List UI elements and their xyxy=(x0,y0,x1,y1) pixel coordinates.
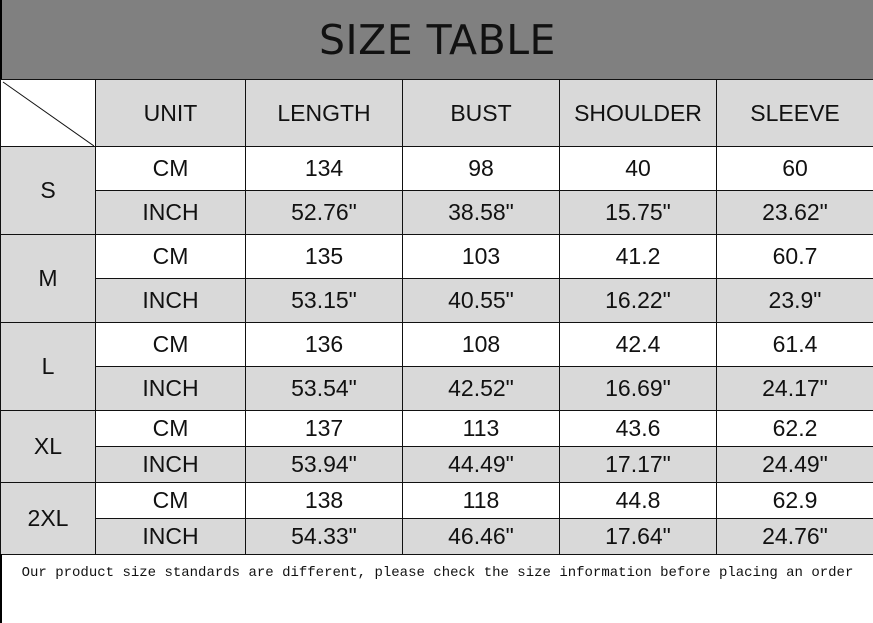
value-cell: 52.76" xyxy=(245,190,403,235)
unit-cell: INCH xyxy=(95,190,246,235)
value-cell: 61.4 xyxy=(716,322,873,367)
value-cell: 135 xyxy=(245,234,403,279)
value-cell: 98 xyxy=(402,146,560,191)
header-sleeve: SLEEVE xyxy=(716,79,873,147)
value-cell: 134 xyxy=(245,146,403,191)
value-cell: 118 xyxy=(402,482,560,519)
page-title: SIZE TABLE xyxy=(0,0,873,79)
value-cell: 103 xyxy=(402,234,560,279)
header-row: UNIT LENGTH BUST SHOULDER SLEEVE xyxy=(0,79,873,147)
value-cell: 16.22" xyxy=(559,278,717,323)
value-cell: 42.4 xyxy=(559,322,717,367)
unit-cell: INCH xyxy=(95,446,246,483)
corner-cell xyxy=(0,79,96,147)
unit-cell: INCH xyxy=(95,278,246,323)
size-label: 2XL xyxy=(0,482,96,555)
value-cell: 24.76" xyxy=(716,518,873,555)
value-cell: 108 xyxy=(402,322,560,367)
value-cell: 40.55" xyxy=(402,278,560,323)
size-table: UNIT LENGTH BUST SHOULDER SLEEVE S CM 134 9… xyxy=(0,79,873,555)
value-cell: 53.94" xyxy=(245,446,403,483)
table-row: 2XL CM 138 118 44.8 62.9 xyxy=(0,482,873,555)
diagonal-line xyxy=(2,81,94,146)
value-cell: 17.64" xyxy=(559,518,717,555)
size-label: XL xyxy=(0,410,96,483)
value-cell: 24.17" xyxy=(716,366,873,411)
table-row: S CM 134 98 40 60 xyxy=(0,146,873,235)
value-cell: 54.33" xyxy=(245,518,403,555)
value-cell: 136 xyxy=(245,322,403,367)
table-row: INCH 53.54" 42.52" 16.69" 24.17" xyxy=(1,366,873,411)
value-cell: 42.52" xyxy=(402,366,560,411)
table-row: INCH 53.94" 44.49" 17.17" 24.49" xyxy=(1,446,873,483)
value-cell: 16.69" xyxy=(559,366,717,411)
unit-cell: INCH xyxy=(95,366,246,411)
header-length: LENGTH xyxy=(245,79,403,147)
table-row: XL CM 137 113 43.6 62.2 xyxy=(0,410,873,483)
value-cell: 44.8 xyxy=(559,482,717,519)
value-cell: 53.54" xyxy=(245,366,403,411)
value-cell: 23.62" xyxy=(716,190,873,235)
size-label: M xyxy=(0,234,96,323)
header-unit: UNIT xyxy=(95,79,246,147)
table-row: M CM 135 103 41.2 60.7 xyxy=(0,234,873,323)
value-cell: 38.58" xyxy=(402,190,560,235)
value-cell: 17.17" xyxy=(559,446,717,483)
unit-cell: CM xyxy=(95,146,246,191)
value-cell: 40 xyxy=(559,146,717,191)
value-cell: 24.49" xyxy=(716,446,873,483)
header-shoulder: SHOULDER xyxy=(559,79,717,147)
value-cell: 44.49" xyxy=(402,446,560,483)
unit-cell: CM xyxy=(95,482,246,519)
value-cell: 138 xyxy=(245,482,403,519)
table-row: INCH 54.33" 46.46" 17.64" 24.76" xyxy=(1,518,873,555)
unit-cell: INCH xyxy=(95,518,246,555)
value-cell: 15.75" xyxy=(559,190,717,235)
value-cell: 113 xyxy=(402,410,560,447)
size-label: S xyxy=(0,146,96,235)
footer-note: Our product size standards are different… xyxy=(0,554,873,623)
size-label: L xyxy=(0,322,96,411)
header-bust: BUST xyxy=(402,79,560,147)
value-cell: 60 xyxy=(716,146,873,191)
value-cell: 41.2 xyxy=(559,234,717,279)
unit-cell: CM xyxy=(95,410,246,447)
value-cell: 46.46" xyxy=(402,518,560,555)
value-cell: 23.9" xyxy=(716,278,873,323)
table-row: INCH 53.15" 40.55" 16.22" 23.9" xyxy=(1,278,873,323)
value-cell: 62.2 xyxy=(716,410,873,447)
table-row: INCH 52.76" 38.58" 15.75" 23.62" xyxy=(1,190,873,235)
value-cell: 137 xyxy=(245,410,403,447)
value-cell: 60.7 xyxy=(716,234,873,279)
unit-cell: CM xyxy=(95,322,246,367)
unit-cell: CM xyxy=(95,234,246,279)
table-row: L CM 136 108 42.4 61.4 xyxy=(0,322,873,411)
value-cell: 43.6 xyxy=(559,410,717,447)
value-cell: 53.15" xyxy=(245,278,403,323)
value-cell: 62.9 xyxy=(716,482,873,519)
